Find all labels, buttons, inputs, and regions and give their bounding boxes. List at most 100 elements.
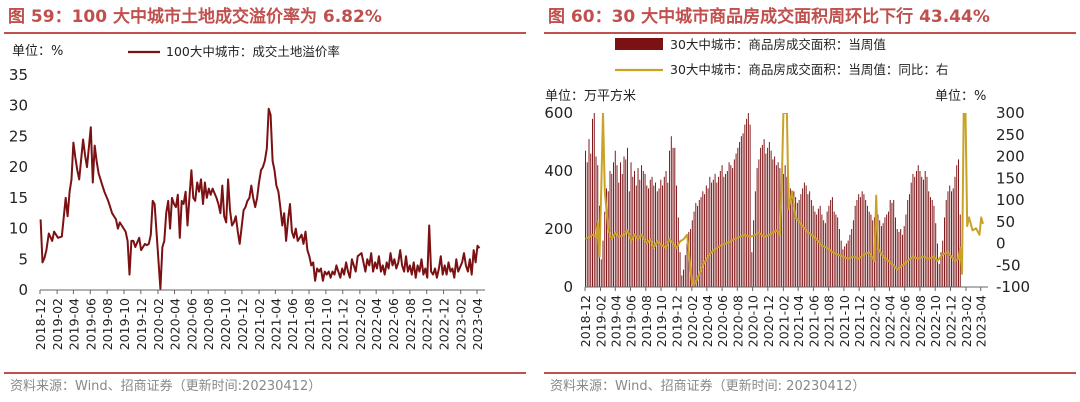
bar bbox=[697, 205, 699, 287]
y-tick-label-right: 50 bbox=[996, 213, 1015, 231]
bar bbox=[586, 162, 588, 287]
bar bbox=[763, 139, 765, 287]
title-rule bbox=[544, 32, 1076, 34]
source-note: 资料来源：Wind、招商证券（更新时间: 20230412） bbox=[550, 379, 866, 394]
x-tick-label: 2020-02 bbox=[685, 295, 700, 347]
bar bbox=[828, 205, 830, 287]
bar bbox=[935, 223, 937, 287]
bar bbox=[812, 205, 814, 287]
bar bbox=[658, 188, 660, 287]
bar bbox=[723, 176, 725, 287]
legend-swatch-bar bbox=[615, 38, 663, 50]
x-tick-label: 2020-10 bbox=[746, 295, 761, 347]
bar bbox=[758, 159, 760, 287]
x-tick-label: 2022-12 bbox=[437, 298, 452, 350]
bar bbox=[716, 182, 718, 287]
x-tick-label: 2022-06 bbox=[386, 298, 401, 350]
x-tick-label: 2019-10 bbox=[117, 298, 132, 350]
bar bbox=[921, 176, 923, 287]
bar bbox=[852, 220, 854, 287]
y-tick-label: 30 bbox=[9, 97, 28, 115]
y-tick-label-right: 0 bbox=[996, 235, 1006, 253]
bar bbox=[915, 171, 917, 287]
chart-title: 图 60：30 大中城市商品房成交面积周环比下行 43.44% bbox=[548, 7, 990, 27]
bar bbox=[644, 173, 646, 287]
bar bbox=[712, 179, 714, 287]
bar bbox=[845, 243, 847, 287]
y-tick-label: 10 bbox=[9, 220, 28, 238]
bar bbox=[951, 191, 952, 287]
bar bbox=[830, 200, 832, 287]
bar bbox=[903, 226, 905, 287]
bar bbox=[894, 217, 896, 287]
bar bbox=[842, 249, 844, 287]
x-tick-label: 2023-02 bbox=[454, 298, 469, 350]
bar bbox=[728, 162, 730, 287]
bar bbox=[691, 220, 693, 287]
unit-label-left: 单位：万平方米 bbox=[545, 88, 636, 104]
bar bbox=[919, 171, 921, 287]
bar bbox=[826, 211, 828, 287]
bar bbox=[866, 205, 868, 287]
bar bbox=[858, 194, 860, 287]
bar bbox=[821, 214, 823, 287]
bar bbox=[772, 159, 774, 287]
bar bbox=[781, 171, 783, 287]
x-tick-label: 2021-02 bbox=[776, 295, 791, 347]
bar bbox=[637, 168, 639, 287]
bar bbox=[844, 246, 846, 287]
legend-label: 100大中城市：成交土地溢价率 bbox=[166, 44, 340, 59]
bar bbox=[751, 252, 753, 287]
x-tick-label: 2020-12 bbox=[761, 295, 776, 347]
bar bbox=[593, 113, 595, 287]
bar bbox=[795, 197, 797, 287]
bar bbox=[679, 252, 681, 287]
bar bbox=[807, 194, 809, 287]
bar bbox=[907, 200, 909, 287]
x-tick-label: 2022-08 bbox=[913, 295, 928, 347]
bar bbox=[656, 191, 658, 287]
bar bbox=[739, 142, 741, 287]
bar bbox=[886, 214, 888, 287]
x-tick-label: 2019-04 bbox=[608, 295, 623, 347]
source-rule bbox=[4, 372, 526, 374]
x-tick-label: 2020-06 bbox=[184, 298, 199, 350]
chart-title: 图 59：100 大中城市土地成交溢价率为 6.82% bbox=[8, 7, 382, 27]
y-tick-label-right: 100 bbox=[996, 191, 1025, 209]
bar bbox=[765, 153, 767, 287]
bar bbox=[634, 171, 636, 287]
source-note: 资料来源：Wind、招商证券（更新时间:20230412） bbox=[10, 379, 322, 394]
x-tick-label: 2019-12 bbox=[669, 295, 684, 347]
bar bbox=[891, 202, 893, 287]
x-tick-label: 2020-02 bbox=[151, 298, 166, 350]
bar bbox=[809, 191, 811, 287]
y-tick-label-left: 0 bbox=[563, 278, 573, 296]
bar bbox=[863, 194, 865, 287]
x-tick-label: 2018-12 bbox=[578, 295, 593, 347]
bar bbox=[632, 176, 634, 287]
bar bbox=[648, 188, 650, 287]
bar bbox=[875, 211, 877, 287]
bar bbox=[733, 159, 735, 287]
bar bbox=[683, 269, 685, 287]
bar bbox=[833, 211, 835, 287]
bar bbox=[788, 182, 790, 287]
bar bbox=[711, 182, 713, 287]
bar bbox=[943, 217, 945, 287]
bar bbox=[865, 200, 867, 287]
bar bbox=[786, 176, 788, 287]
bar bbox=[588, 139, 590, 287]
bar bbox=[887, 211, 889, 287]
bar bbox=[627, 147, 628, 287]
y-tick-label-left: 400 bbox=[544, 162, 573, 180]
title-rule bbox=[4, 32, 526, 34]
y-tick-label: 5 bbox=[18, 250, 28, 268]
bar bbox=[618, 182, 620, 287]
bar bbox=[709, 176, 711, 287]
series-line bbox=[39, 107, 481, 290]
bar bbox=[900, 229, 902, 287]
bar bbox=[896, 229, 898, 287]
bar bbox=[810, 200, 812, 287]
bar bbox=[914, 176, 916, 287]
line-chart: 单位：% 100大中城市：成交土地溢价率 0 5 10 15 20 25 30 35 2018-12… bbox=[9, 44, 485, 350]
